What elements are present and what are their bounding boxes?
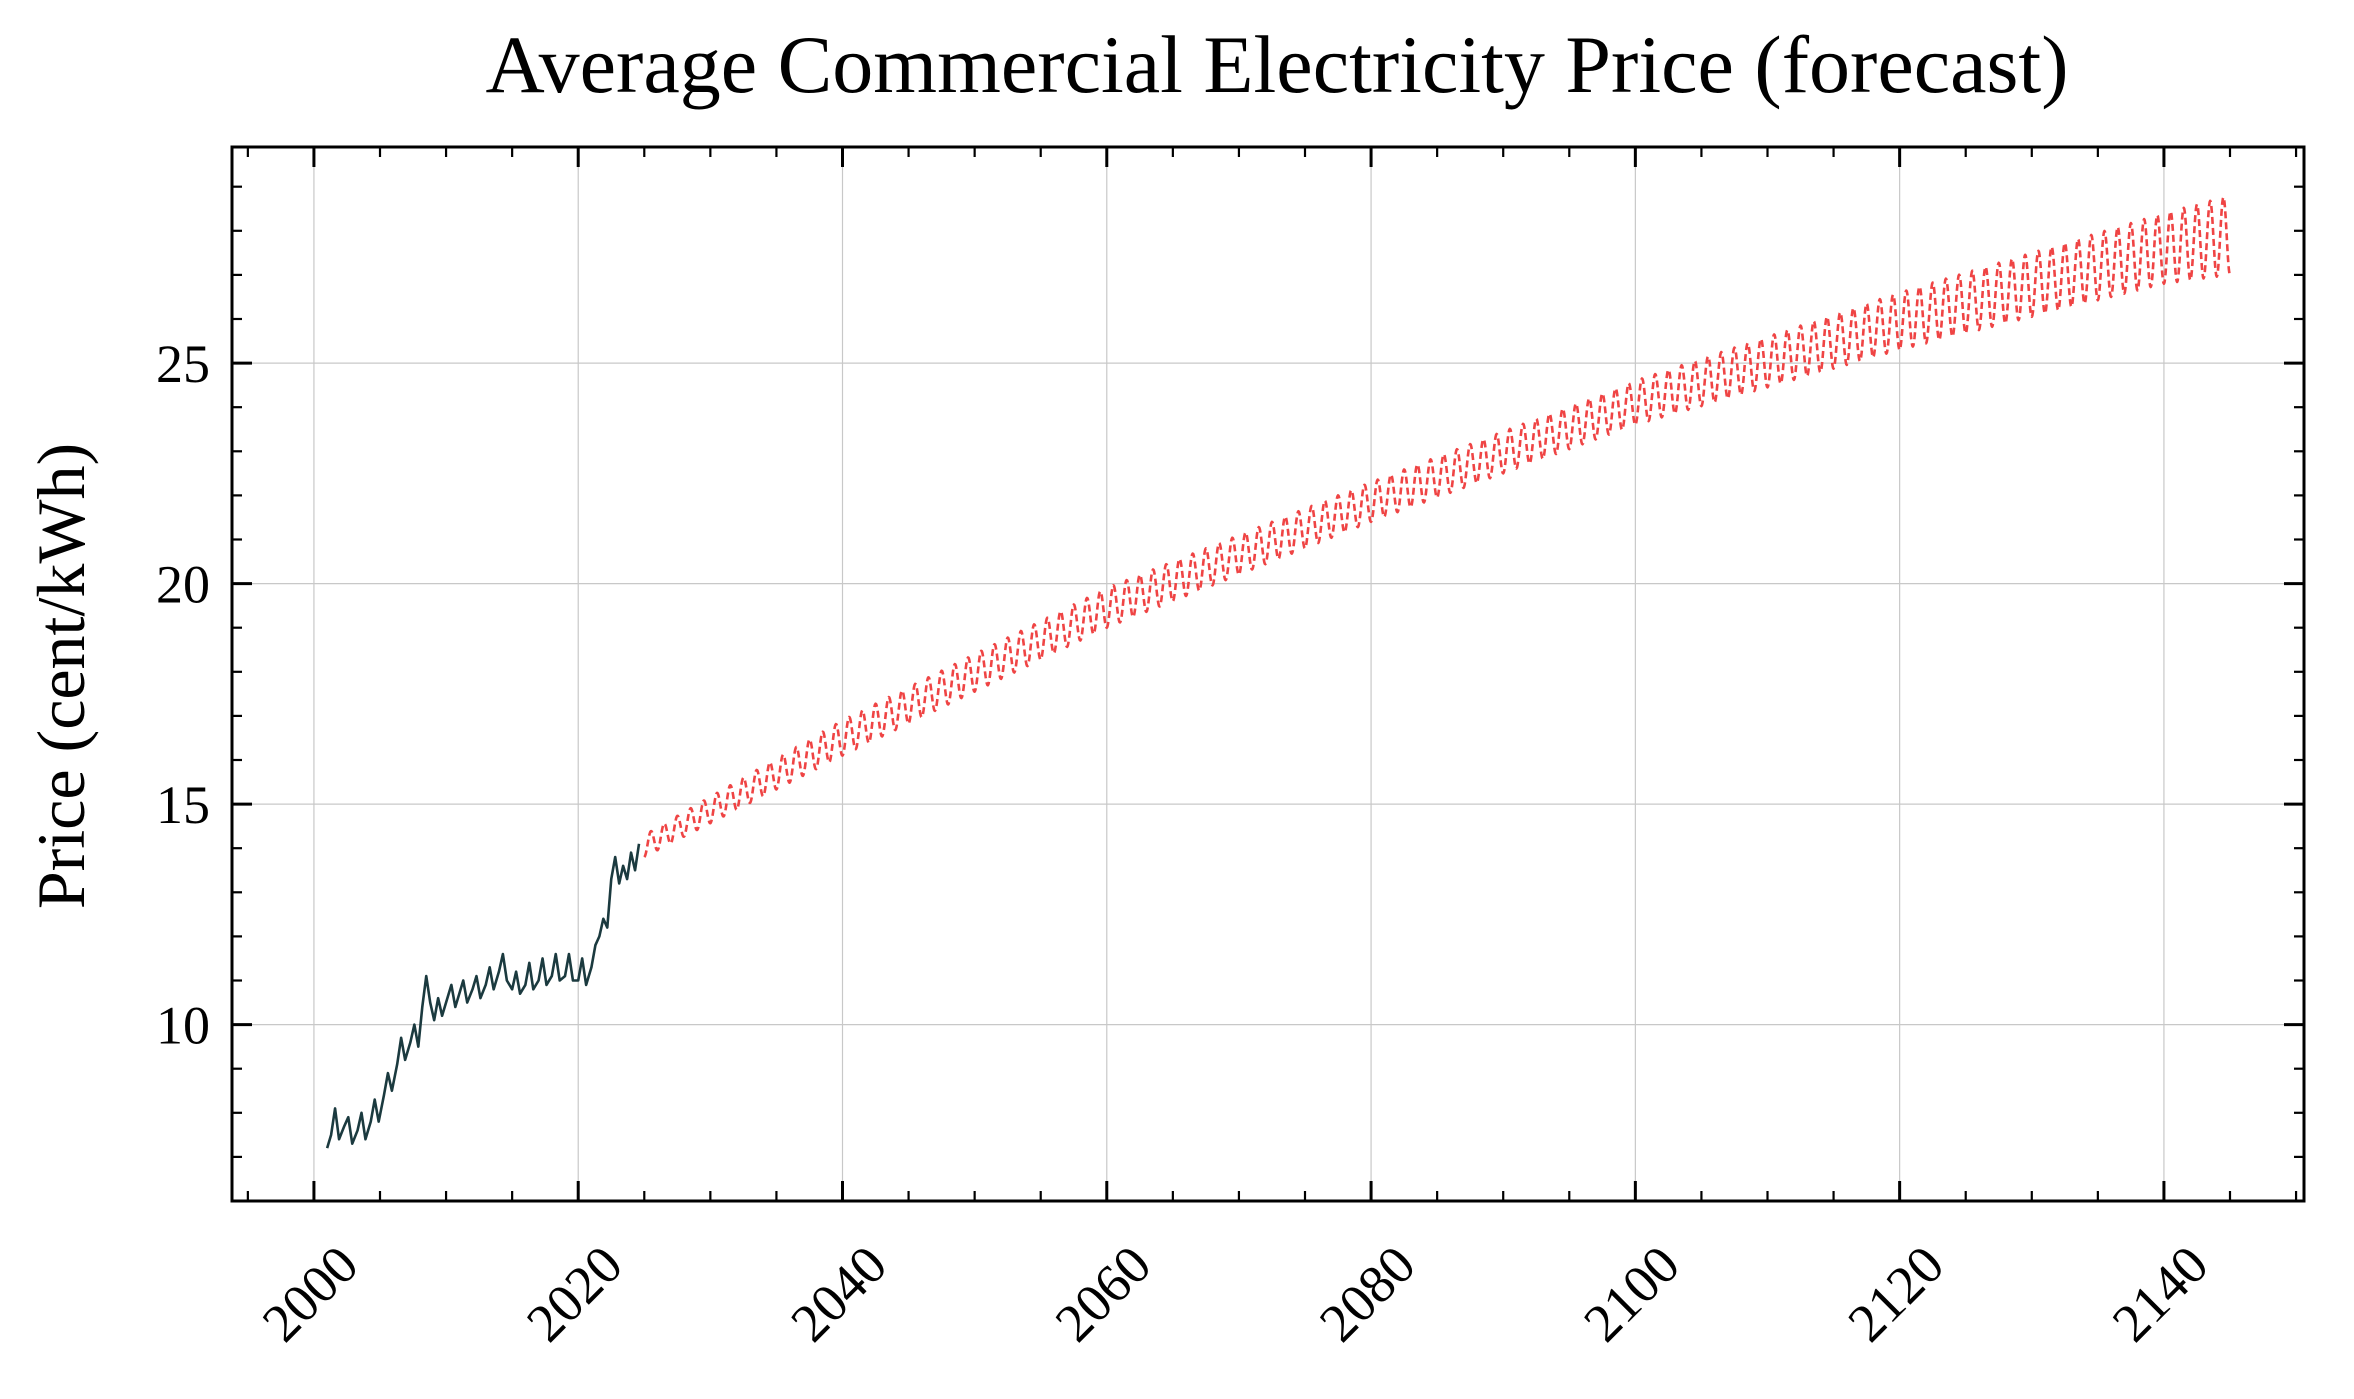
chart-title: Average Commercial Electricity Price (fo… (485, 19, 2068, 110)
axis-ticks (232, 147, 2304, 1201)
y-tick-label: 15 (156, 775, 210, 835)
grid-lines (232, 147, 2304, 1201)
y-axis-label: Price (cent/kWh) (23, 443, 99, 909)
historical-price-line (325, 843, 641, 1149)
plot-frame (230, 145, 2306, 1203)
data-series (325, 195, 2232, 1149)
y-tick-label: 20 (156, 555, 210, 615)
y-tick-label: 10 (156, 996, 210, 1056)
y-tick-label: 25 (156, 334, 210, 394)
